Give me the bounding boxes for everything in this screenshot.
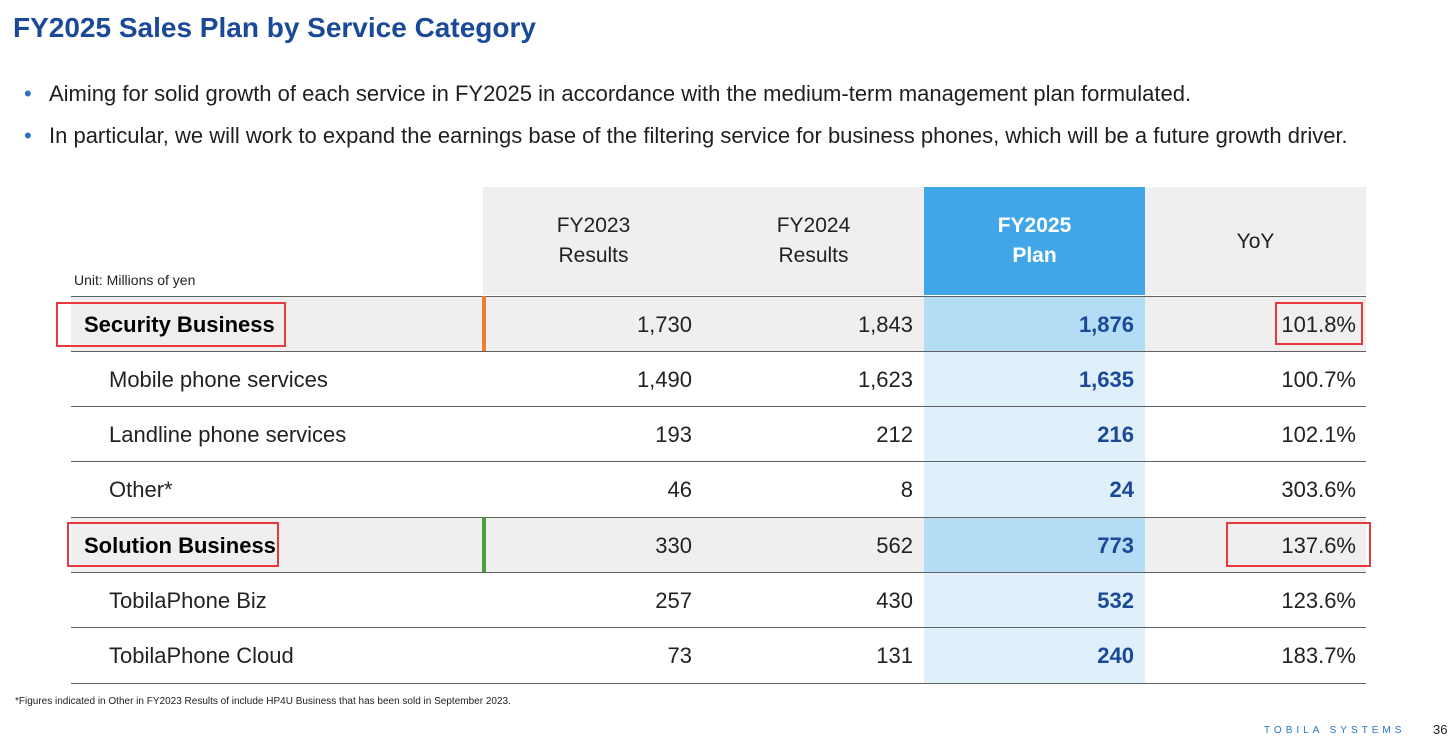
cell-fy2024: 1,623 (857, 366, 913, 392)
bullet-text: In particular, we will work to expand th… (49, 123, 1348, 148)
cell-fy2025: 24 (1109, 476, 1134, 502)
page-title: FY2025 Sales Plan by Service Category (13, 12, 536, 43)
cell-fy2025: 773 (1097, 532, 1134, 558)
row-background (1145, 297, 1366, 352)
bullet-list: • Aiming for solid growth of each servic… (22, 80, 1382, 164)
table-row: Landline phone services 193 212 216 102.… (71, 406, 1366, 462)
highlight-box-solution-yoy (1226, 522, 1371, 567)
header-line: YoY (1236, 230, 1275, 253)
cell-fy2025: 216 (1097, 421, 1134, 447)
cell-yoy: 137.6% (1281, 532, 1356, 558)
header-fy2023: FY2023 Results (483, 187, 704, 295)
cell-fy2024: 562 (876, 532, 913, 558)
cell-yoy: 183.7% (1281, 642, 1356, 668)
bullet-text: Aiming for solid growth of each service … (49, 81, 1192, 106)
security-accent-bar (482, 296, 486, 351)
table-row: TobilaPhone Biz 257 430 532 123.6% (71, 572, 1366, 628)
cell-fy2023: 257 (655, 587, 692, 613)
cell-yoy: 101.8% (1281, 311, 1356, 337)
bullet-item: • Aiming for solid growth of each servic… (22, 80, 1382, 108)
row-label: Security Business (84, 311, 275, 337)
cell-fy2023: 193 (655, 421, 692, 447)
cell-fy2023: 1,490 (636, 366, 692, 392)
cell-fy2023: 73 (667, 642, 692, 668)
row-label: Other* (109, 476, 173, 502)
plan-cell-background (924, 297, 1145, 352)
table-row: Mobile phone services 1,490 1,623 1,635 … (71, 351, 1366, 407)
solution-accent-bar (482, 517, 486, 572)
header-fy2025: FY2025 Plan (924, 187, 1145, 295)
header-background (483, 187, 924, 295)
highlight-box-security-label (56, 302, 286, 347)
row-label: Landline phone services (109, 421, 347, 447)
table-row-security-business: Security Business 1,730 1,843 1,876 101.… (71, 296, 1366, 352)
cell-fy2025: 532 (1097, 587, 1134, 613)
cell-fy2025: 240 (1097, 642, 1134, 668)
row-label: Solution Business (84, 532, 276, 558)
header-line: Results (778, 244, 849, 267)
cell-fy2024: 8 (900, 476, 913, 502)
highlight-box-security-yoy (1275, 302, 1363, 345)
header-fy2024: FY2024 Results (703, 187, 924, 295)
table-row: TobilaPhone Cloud 73 131 240 183.7% (71, 627, 1366, 684)
plan-header-background (924, 187, 1145, 295)
cell-fy2023: 1,730 (636, 311, 692, 337)
cell-fy2024: 1,843 (857, 311, 913, 337)
cell-yoy: 303.6% (1281, 476, 1356, 502)
cell-yoy: 123.6% (1281, 587, 1356, 613)
row-background (71, 518, 924, 573)
header-line: FY2025 (997, 214, 1072, 237)
cell-fy2024: 212 (876, 421, 913, 447)
cell-fy2025: 1,635 (1078, 366, 1134, 392)
cell-yoy: 100.7% (1281, 366, 1356, 392)
header-line: FY2024 (776, 214, 851, 237)
row-label: Mobile phone services (109, 366, 328, 392)
brand-logo-text: TOBILA SYSTEMS (1264, 725, 1406, 736)
plan-cell-background (924, 518, 1145, 573)
header-line: Results (558, 244, 629, 267)
cell-fy2023: 46 (667, 476, 692, 502)
table-row-solution-business: Solution Business 330 562 773 137.6% (71, 517, 1366, 573)
header-background (1145, 187, 1366, 295)
footnote: *Figures indicated in Other in FY2023 Re… (15, 696, 511, 707)
cell-fy2024: 131 (876, 642, 913, 668)
header-line: FY2023 (556, 214, 631, 237)
header-yoy: YoY (1145, 187, 1366, 295)
unit-label: Unit: Millions of yen (74, 272, 196, 288)
page-number: 36 (1433, 722, 1448, 737)
plan-column-background (924, 297, 1145, 683)
cell-fy2025: 1,876 (1078, 311, 1134, 337)
cell-fy2023: 330 (655, 532, 692, 558)
bullet-item: • In particular, we will work to expand … (22, 122, 1382, 150)
bullet-dot-icon: • (24, 81, 32, 106)
row-label: TobilaPhone Cloud (109, 642, 294, 668)
highlight-box-solution-label (67, 522, 279, 567)
table-row: Other* 46 8 24 303.6% (71, 461, 1366, 517)
cell-fy2024: 430 (876, 587, 913, 613)
cell-yoy: 102.1% (1281, 421, 1356, 447)
row-label: TobilaPhone Biz (109, 587, 267, 613)
bullet-dot-icon: • (24, 123, 32, 148)
row-background (71, 297, 924, 352)
row-background (1145, 518, 1366, 573)
header-line: Plan (1012, 244, 1057, 267)
